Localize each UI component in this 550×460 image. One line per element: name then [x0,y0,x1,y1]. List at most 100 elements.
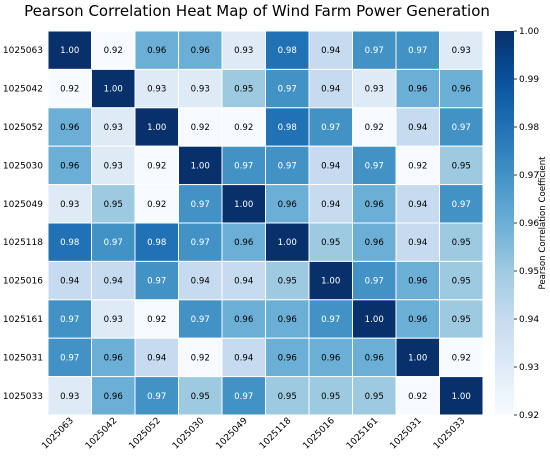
cell-value-label: 0.95 [321,392,340,402]
heatmap-cell [91,30,136,70]
heatmap-cell [308,68,353,109]
heatmap-cell [134,107,179,147]
cell-value-label: 0.97 [234,392,253,402]
cell-value-label: 0.96 [408,277,427,287]
cell-value-label: 0.94 [60,277,79,287]
cell-value-label: 0.97 [234,161,253,171]
column-tick-label: 1025049 [214,416,250,452]
heatmap-cell [265,145,310,186]
cell-value-label: 0.93 [104,123,123,133]
cell-value-label: 0.92 [191,353,210,363]
heatmap-cell [47,222,92,262]
heatmap-cell [439,337,484,378]
heatmap-cell [178,68,223,109]
column-tick-label: 1025118 [258,416,294,452]
colorbar-tick-label: 0.93 [519,363,539,373]
heatmap-cell [352,68,397,109]
heatmap-cell [91,376,136,416]
cell-value-label: 0.97 [191,200,210,210]
cell-value-label: 0.94 [191,277,210,287]
cell-value-label: 0.96 [191,46,210,56]
cell-value-label: 0.92 [191,123,210,133]
cell-value-label: 0.93 [104,161,123,171]
cell-value-label: 0.96 [147,46,166,56]
row-tick-labels: 1025063 1025042 1025052 1025030 1025049 10251… [3,46,43,402]
row-tick-label: 1025118 [3,238,43,248]
row-tick-label: 1025063 [3,46,43,56]
row-tick-label: 1025049 [3,200,43,210]
cell-value-label: 0.97 [365,277,384,287]
heatmap-cell [47,145,92,186]
heatmap-grid: 1.00 0.92 0.96 0.96 0.93 0.98 0.94 0.97 0.97 0.93… [47,30,484,416]
cell-value-label: 0.93 [234,46,253,56]
heatmap-cell [308,260,353,301]
cell-value-label: 1.00 [365,315,384,325]
heatmap-cell [47,260,92,301]
cell-value-label: 0.93 [60,392,79,402]
column-tick-labels: 1025063 1025042 1025052 1025030 1025049 10251… [40,416,467,452]
row-tick-label: 1025016 [3,277,43,287]
heatmap-cell [395,376,440,416]
column-tick-label: 1025063 [40,416,75,451]
cell-value-label: 0.95 [321,238,340,248]
heatmap-cell [308,337,353,378]
cell-value-label: 0.96 [408,85,427,95]
cell-value-label: 0.95 [452,315,471,325]
cell-value-label: 0.98 [147,238,166,248]
chart-title: Pearson Correlation Heat Map of Wind Far… [24,2,490,20]
heatmap-cell [91,299,136,339]
cell-value-label: 0.92 [60,85,79,95]
cell-value-label: 0.96 [321,353,340,363]
cell-value-label: 0.92 [147,200,166,210]
cell-value-label: 0.97 [321,123,340,133]
row-tick-label: 1025161 [3,315,43,325]
cell-value-label: 0.96 [60,161,79,171]
heatmap-cell [47,337,92,378]
heatmap-cell [308,145,353,186]
cell-value-label: 0.97 [408,46,427,56]
heatmap-cell [221,337,266,378]
cell-value-label: 1.00 [147,123,166,133]
heatmap-cell [265,68,310,109]
cell-value-label: 0.97 [278,85,297,95]
cell-value-label: 0.97 [365,161,384,171]
cell-value-label: 0.95 [452,238,471,248]
cell-value-label: 0.96 [408,315,427,325]
cell-value-label: 0.93 [191,85,210,95]
cell-value-label: 0.97 [60,315,79,325]
heatmap-cell [395,184,440,224]
cell-value-label: 0.93 [60,200,79,210]
heatmap-cell [91,337,136,378]
heatmap-cell [395,337,440,378]
heatmap-cell [265,30,310,70]
cell-value-label: 0.95 [278,277,297,287]
heatmap-cell [265,260,310,301]
colorbar-tick-label: 0.98 [519,123,539,133]
heatmap-cell [178,337,223,378]
cell-value-label: 0.94 [408,238,427,248]
cell-value-label: 0.97 [452,200,471,210]
cell-value-label: 0.92 [104,46,123,56]
cell-value-label: 0.92 [147,161,166,171]
heatmap-cell [178,260,223,301]
cell-value-label: 1.00 [234,200,253,210]
heatmap-cell [439,107,484,147]
heatmap-cell [221,184,266,224]
cell-value-label: 0.94 [104,277,123,287]
cell-value-label: 0.95 [191,392,210,402]
row-tick-label: 1025033 [3,392,43,402]
heatmap-cell [308,184,353,224]
heatmap-cell [221,222,266,262]
heatmap-cell [395,260,440,301]
cell-value-label: 0.94 [321,85,340,95]
cell-value-label: 0.92 [234,123,253,133]
heatmap-cell [91,68,136,109]
cell-value-label: 0.96 [104,353,123,363]
cell-value-label: 0.95 [104,200,123,210]
cell-value-label: 0.97 [365,46,384,56]
heatmap-cell [47,30,92,70]
cell-value-label: 0.95 [278,392,297,402]
column-tick-label: 1025030 [171,416,207,452]
heatmap-cell [134,299,179,339]
